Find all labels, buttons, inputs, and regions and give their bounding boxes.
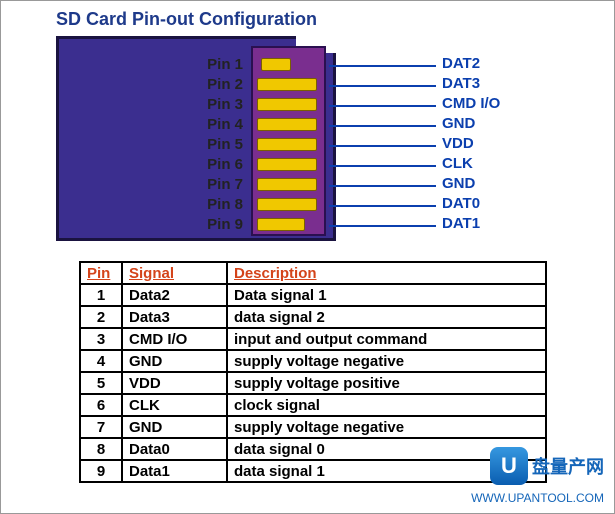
- cell-pin: 7: [80, 416, 122, 438]
- signal-label-3: CMD I/O: [442, 95, 500, 112]
- cell-pin: 1: [80, 284, 122, 306]
- pin-contact-4: [257, 118, 317, 131]
- cell-pin: 6: [80, 394, 122, 416]
- cell-pin: 8: [80, 438, 122, 460]
- leader-line: [329, 185, 436, 187]
- cell-pin: 5: [80, 372, 122, 394]
- table-row: 4GNDsupply voltage negative: [80, 350, 546, 372]
- leader-line: [329, 65, 436, 67]
- leader-line: [329, 125, 436, 127]
- cell-signal: CMD I/O: [122, 328, 227, 350]
- leader-line: [329, 105, 436, 107]
- leader-line: [329, 85, 436, 87]
- pin-label-9: Pin 9: [193, 216, 243, 233]
- table-row: 3CMD I/Oinput and output command: [80, 328, 546, 350]
- pin-label-8: Pin 8: [193, 196, 243, 213]
- pin-contact-3: [257, 98, 317, 111]
- leader-line: [329, 145, 436, 147]
- signal-label-2: DAT3: [442, 75, 480, 92]
- pin-contact-9: [257, 218, 305, 231]
- signal-label-8: DAT0: [442, 195, 480, 212]
- pinout-table: Pin Signal Description 1Data2Data signal…: [79, 261, 547, 483]
- cell-signal: Data3: [122, 306, 227, 328]
- pin-contact-8: [257, 198, 317, 211]
- cell-signal: VDD: [122, 372, 227, 394]
- cell-signal: Data1: [122, 460, 227, 482]
- signal-label-6: CLK: [442, 155, 473, 172]
- cell-desc: supply voltage positive: [227, 372, 546, 394]
- signal-label-7: GND: [442, 175, 475, 192]
- cell-signal: CLK: [122, 394, 227, 416]
- leader-line: [329, 205, 436, 207]
- cell-pin: 9: [80, 460, 122, 482]
- cell-desc: clock signal: [227, 394, 546, 416]
- cell-signal: Data0: [122, 438, 227, 460]
- table-row: 5VDDsupply voltage positive: [80, 372, 546, 394]
- cell-desc: input and output command: [227, 328, 546, 350]
- table-row: 1Data2Data signal 1: [80, 284, 546, 306]
- pin-contact-6: [257, 158, 317, 171]
- sd-card-body: Pin 1 Pin 2 Pin 3 Pin 4 Pin 5 Pin 6 Pin 7 Pin 8…: [56, 36, 376, 241]
- page-title: SD Card Pin-out Configuration: [56, 9, 317, 30]
- leader-line: [329, 165, 436, 167]
- leader-line: [329, 225, 436, 227]
- table-row: 9Data1data signal 1: [80, 460, 546, 482]
- cell-desc: data signal 2: [227, 306, 546, 328]
- cell-desc: supply voltage negative: [227, 416, 546, 438]
- cell-desc: Data signal 1: [227, 284, 546, 306]
- pin-label-6: Pin 6: [193, 156, 243, 173]
- cell-signal: Data2: [122, 284, 227, 306]
- pin-label-4: Pin 4: [193, 116, 243, 133]
- pinout-diagram: Pin 1 Pin 2 Pin 3 Pin 4 Pin 5 Pin 6 Pin 7 Pin 8…: [36, 36, 596, 251]
- cell-signal: GND: [122, 416, 227, 438]
- pin-contact-2: [257, 78, 317, 91]
- signal-label-1: DAT2: [442, 55, 480, 72]
- pin-label-2: Pin 2: [193, 76, 243, 93]
- table-row: 2Data3data signal 2: [80, 306, 546, 328]
- cell-pin: 2: [80, 306, 122, 328]
- signal-label-9: DAT1: [442, 215, 480, 232]
- watermark-url: WWW.UPANTOOL.COM: [471, 491, 604, 505]
- col-desc: Description: [227, 262, 546, 284]
- watermark-logo: U 盘量产网: [490, 447, 604, 485]
- pin-contact-5: [257, 138, 317, 151]
- pin-label-3: Pin 3: [193, 96, 243, 113]
- pin-label-7: Pin 7: [193, 176, 243, 193]
- cell-pin: 3: [80, 328, 122, 350]
- col-pin: Pin: [80, 262, 122, 284]
- u-icon: U: [490, 447, 528, 485]
- cell-signal: GND: [122, 350, 227, 372]
- watermark-text: 盘量产网: [532, 453, 604, 479]
- table-row: 6CLKclock signal: [80, 394, 546, 416]
- signal-label-4: GND: [442, 115, 475, 132]
- pin-contact-1: [261, 58, 291, 71]
- signal-label-5: VDD: [442, 135, 474, 152]
- cell-desc: supply voltage negative: [227, 350, 546, 372]
- cell-pin: 4: [80, 350, 122, 372]
- pin-label-5: Pin 5: [193, 136, 243, 153]
- table-row: 7GNDsupply voltage negative: [80, 416, 546, 438]
- pin-contact-7: [257, 178, 317, 191]
- col-signal: Signal: [122, 262, 227, 284]
- pin-label-1: Pin 1: [193, 56, 243, 73]
- table-row: 8Data0data signal 0: [80, 438, 546, 460]
